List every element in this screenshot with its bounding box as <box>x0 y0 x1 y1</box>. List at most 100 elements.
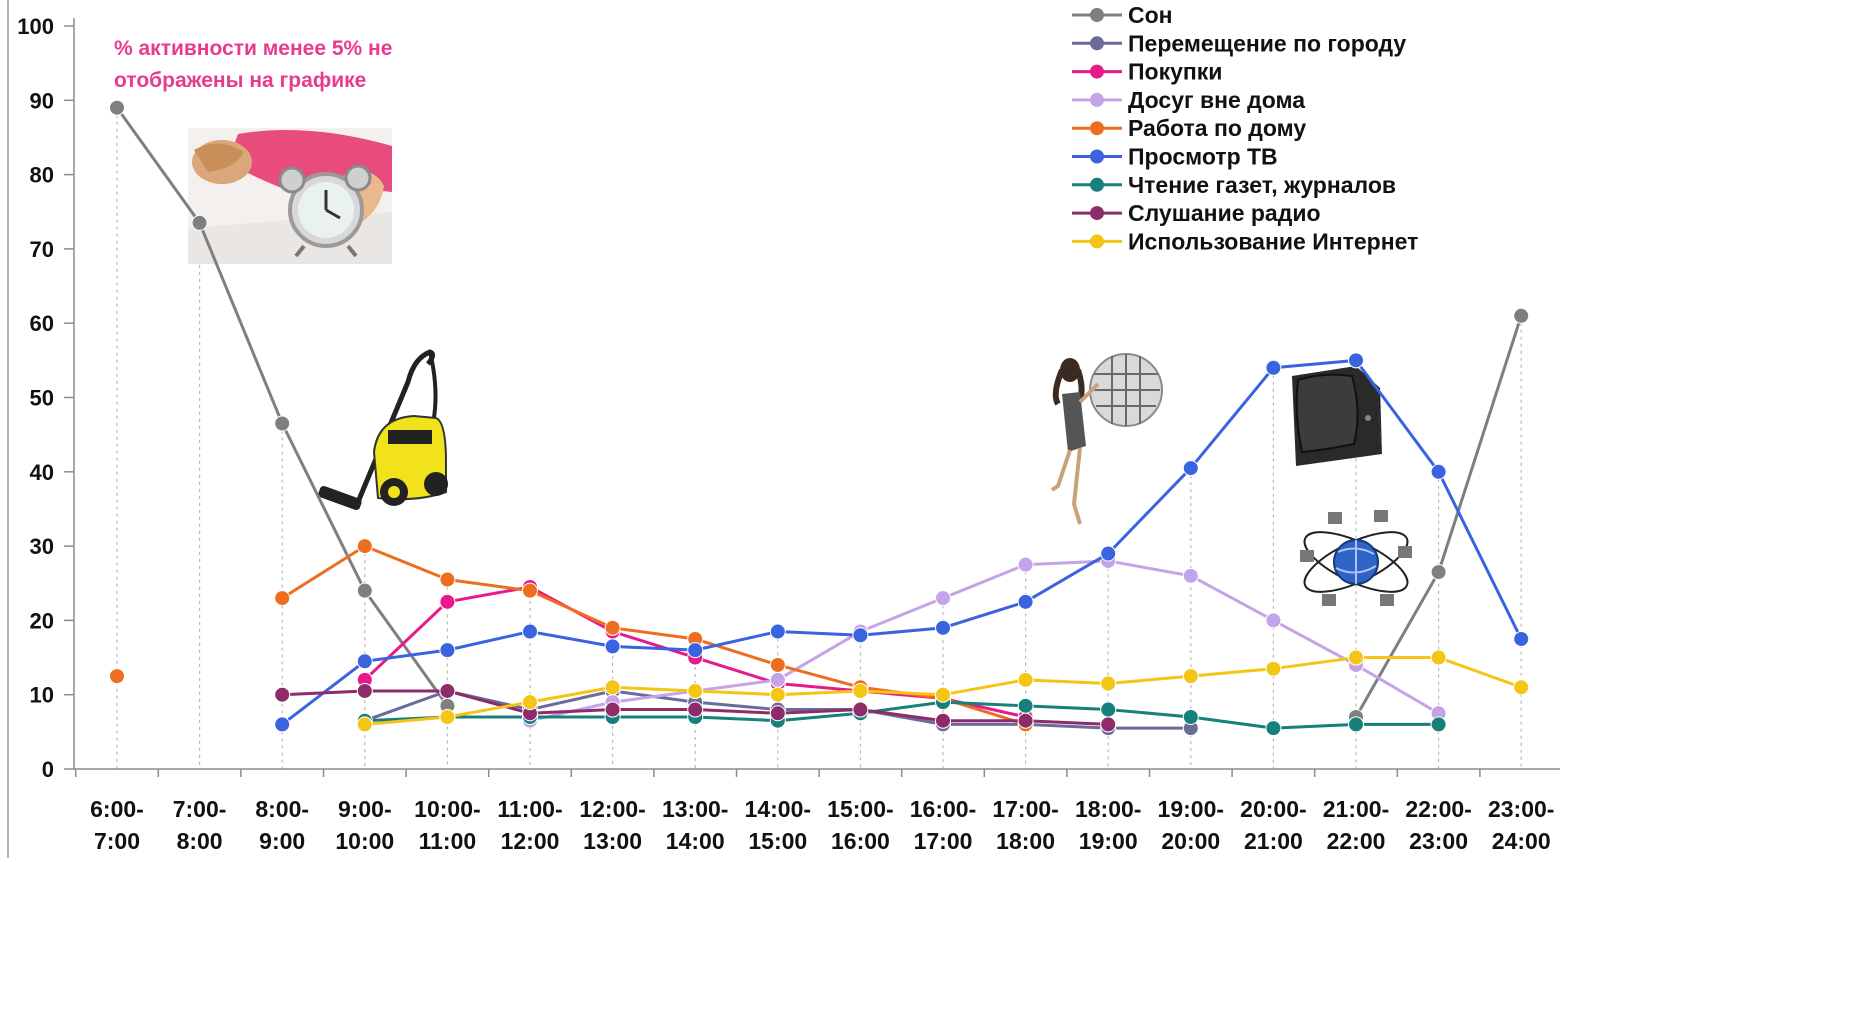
chart-container: % активности менее 5% не отображены на г… <box>7 0 1560 858</box>
data-point <box>439 642 456 659</box>
legend-item: Использование Интернет <box>1072 228 1418 254</box>
legend-label: Досуг вне дома <box>1128 87 1305 113</box>
x-tick-label: 11:00 <box>419 828 477 854</box>
data-point <box>1182 708 1199 725</box>
legend-label: Просмотр ТВ <box>1128 144 1278 170</box>
x-tick-label: 12:00- <box>579 796 645 822</box>
chart-note-line-1: % активности менее 5% не <box>114 37 392 60</box>
legend-label: Работа по дому <box>1128 115 1306 141</box>
x-tick-label: 10:00 <box>335 828 394 854</box>
legend-marker <box>1090 8 1104 22</box>
series-5 <box>274 352 1530 733</box>
x-tick-label: 7:00- <box>173 796 227 822</box>
x-tick-label: 23:00- <box>1488 796 1554 822</box>
data-point <box>1348 716 1364 733</box>
chart-note-line-2: отображены на графике <box>114 69 366 92</box>
data-point <box>1182 460 1199 477</box>
y-tick-label: 80 <box>30 163 54 188</box>
y-tick-label: 100 <box>17 14 54 39</box>
data-point <box>1100 675 1117 692</box>
x-tick-label: 20:00 <box>1161 828 1220 854</box>
x-tick-label: 22:00 <box>1327 828 1386 854</box>
data-point <box>1348 649 1364 666</box>
data-point <box>1430 463 1447 480</box>
x-tick-label: 15:00 <box>748 828 807 854</box>
x-tick-label: 17:00 <box>914 828 973 854</box>
data-point <box>687 682 704 699</box>
legend-label: Использование Интернет <box>1128 228 1418 254</box>
data-point <box>1182 567 1199 584</box>
data-point <box>769 686 786 703</box>
legend-marker <box>1090 234 1104 249</box>
x-tick-label: 21:00 <box>1244 828 1303 854</box>
series-line <box>364 700 1439 730</box>
x-tick-label: 19:00- <box>1158 796 1224 822</box>
x-tick-label: 23:00 <box>1409 828 1468 854</box>
data-point <box>191 214 208 231</box>
data-point <box>935 619 951 636</box>
data-point <box>439 571 456 588</box>
data-point <box>1513 307 1530 324</box>
data-point <box>1017 593 1034 610</box>
data-point <box>1100 701 1117 718</box>
x-tick-label: 9:00 <box>259 828 305 854</box>
data-point <box>935 686 951 703</box>
series-0 <box>109 99 1530 725</box>
y-axis-ticks: 0 10 20 30 40 50 60 70 80 90 100 <box>17 14 74 782</box>
data-point <box>522 582 538 599</box>
y-tick-label: 0 <box>42 757 54 782</box>
data-point <box>1265 612 1282 629</box>
series-4 <box>109 538 1034 733</box>
legend-label: Чтение газет, журналов <box>1128 172 1396 198</box>
data-point <box>1430 649 1447 666</box>
legend-item: Сон <box>1072 2 1173 28</box>
legend-marker <box>1090 149 1104 164</box>
data-point <box>604 679 621 696</box>
data-point <box>1265 720 1282 737</box>
legend-item: Досуг вне дома <box>1072 87 1305 113</box>
y-tick-label: 30 <box>30 534 54 559</box>
data-point <box>1017 712 1034 729</box>
legend-label: Перемещение по городу <box>1128 30 1406 56</box>
data-point <box>274 590 291 607</box>
network-globe-picture <box>1300 510 1412 606</box>
data-point <box>356 582 373 599</box>
data-point <box>356 653 373 670</box>
data-point <box>769 656 786 673</box>
x-tick-label: 8:00 <box>177 828 223 854</box>
data-point <box>356 682 373 699</box>
x-tick-label: 22:00- <box>1405 796 1471 822</box>
data-point <box>769 671 786 688</box>
vacuum-cleaner-picture <box>318 349 448 511</box>
data-point <box>687 701 704 718</box>
data-point <box>687 642 704 659</box>
x-tick-label: 14:00 <box>666 828 725 854</box>
data-point <box>522 694 538 711</box>
x-axis-ticks: 6:00- 7:00 7:00- 8:00 8:00- 9:00 9:00- 10:00 10:… <box>74 769 1554 854</box>
data-point <box>1513 630 1530 647</box>
x-tick-label: 16:00 <box>831 828 890 854</box>
x-tick-label: 6:00- <box>90 796 144 822</box>
y-tick-label: 10 <box>30 683 54 708</box>
data-point <box>935 590 951 607</box>
x-tick-label: 11:00- <box>497 796 562 822</box>
x-tick-label: 18:00- <box>1075 796 1141 822</box>
x-tick-label: 13:00 <box>583 828 642 854</box>
legend-item: Слушание радио <box>1072 200 1321 226</box>
data-point <box>439 593 456 610</box>
legend-label: Сон <box>1128 2 1173 28</box>
y-tick-label: 50 <box>30 386 54 411</box>
legend-marker <box>1090 36 1104 51</box>
legend-item: Просмотр ТВ <box>1072 144 1278 170</box>
data-point <box>604 701 621 718</box>
data-point <box>274 415 291 432</box>
y-tick-label: 20 <box>30 608 54 633</box>
data-point <box>852 701 869 718</box>
data-point <box>1017 697 1034 714</box>
data-point <box>1430 716 1447 733</box>
data-point <box>1100 716 1117 733</box>
legend-marker <box>1090 121 1104 136</box>
legend-item: Покупки <box>1072 59 1222 85</box>
data-point <box>852 627 869 644</box>
data-point <box>439 682 456 699</box>
